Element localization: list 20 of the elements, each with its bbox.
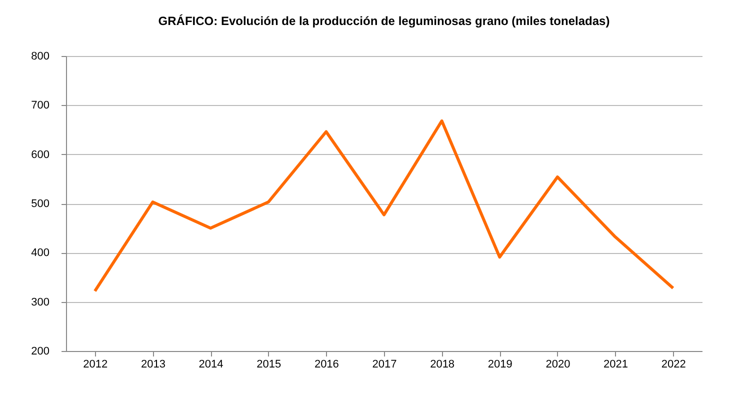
x-tick-label: 2020 <box>546 358 570 370</box>
chart-title: GRÁFICO: Evolución de la producción de leguminosas grano (miles toneladas) <box>158 14 610 28</box>
x-tick-label: 2013 <box>140 358 166 370</box>
x-tick-label: 2016 <box>314 358 339 370</box>
x-tick-label: 2017 <box>372 358 397 370</box>
y-tick-label: 300 <box>31 296 50 308</box>
x-tick-label: 2022 <box>661 358 686 370</box>
line-series <box>93 119 675 293</box>
x-tick-label: 2021 <box>604 358 628 370</box>
y-tick-label: 500 <box>31 198 50 210</box>
y-tick-label: 800 <box>31 50 50 62</box>
x-tick-label: 2019 <box>488 358 512 370</box>
y-tick-label: 400 <box>31 247 50 260</box>
y-tick-label: 200 <box>31 346 50 358</box>
x-tick-label: 2015 <box>256 358 282 370</box>
y-tick-label: 700 <box>31 100 50 112</box>
y-tick-label: 600 <box>31 148 50 161</box>
x-tick-label: 2014 <box>198 358 224 370</box>
x-tick-label: 2012 <box>83 358 108 370</box>
x-tick-label: 2018 <box>430 358 455 370</box>
